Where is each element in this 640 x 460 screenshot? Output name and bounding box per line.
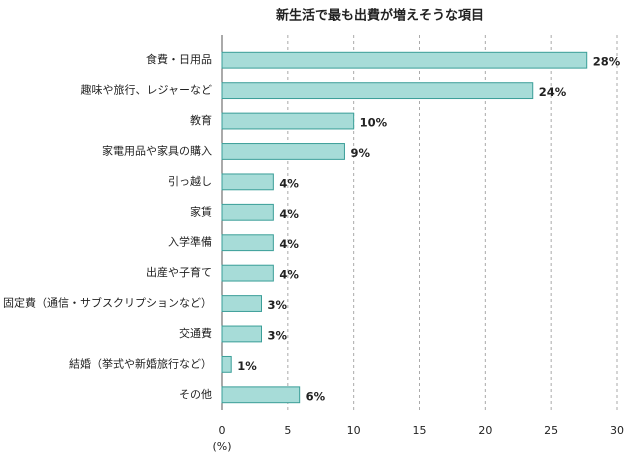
value-label: 24% <box>539 85 567 99</box>
value-label: 3% <box>268 298 288 312</box>
x-tick-label: 0 <box>219 424 226 437</box>
bar <box>221 112 355 130</box>
bar <box>221 203 274 221</box>
value-label: 4% <box>279 268 299 282</box>
value-label: 3% <box>268 328 288 342</box>
value-label: 1% <box>237 359 257 373</box>
value-label: 28% <box>593 55 621 69</box>
value-label: 4% <box>279 176 299 190</box>
y-tick-label: 教育 <box>190 113 212 127</box>
x-tick-label: 30 <box>610 424 624 437</box>
bar <box>221 295 262 312</box>
y-tick-label: 引っ越し <box>168 174 212 188</box>
value-label: 4% <box>279 207 299 221</box>
y-tick-label: 家賃 <box>190 204 212 218</box>
y-tick-label: 結婚（挙式や新婚旅行など） <box>69 356 212 370</box>
value-label: 9% <box>350 146 370 160</box>
x-axis-label: (%) <box>212 440 231 453</box>
bar <box>221 173 274 191</box>
bar <box>221 143 345 160</box>
bar <box>221 234 274 252</box>
y-tick-label: 趣味や旅行、レジャーなど <box>81 83 212 97</box>
bar <box>221 386 301 404</box>
x-tick-label: 10 <box>347 424 361 437</box>
y-tick-label: 家電用品や家具の購入 <box>102 143 212 157</box>
bar <box>221 264 274 282</box>
y-tick-label: その他 <box>179 388 212 401</box>
x-tick-label: 25 <box>544 424 558 437</box>
y-tick-label: 交通費 <box>179 326 212 340</box>
value-label: 4% <box>279 237 299 251</box>
y-tick-label: 固定費（通信・サブスクリプションなど） <box>3 296 212 310</box>
y-tick-label: 食費・日用品 <box>146 52 212 66</box>
bar <box>221 51 588 69</box>
x-tick-label: 20 <box>478 424 492 437</box>
bar <box>221 82 534 100</box>
chart-title: 新生活で最も出費が増えそうな項目 <box>276 8 484 24</box>
value-label: 6% <box>306 389 326 403</box>
x-tick-label: 15 <box>413 424 427 437</box>
bar <box>221 325 262 343</box>
bar <box>221 355 232 373</box>
value-label: 10% <box>360 116 388 130</box>
y-tick-label: 入学準備 <box>168 235 212 249</box>
y-tick-label: 出産や子育て <box>146 265 212 279</box>
x-tick-label: 5 <box>284 424 291 437</box>
